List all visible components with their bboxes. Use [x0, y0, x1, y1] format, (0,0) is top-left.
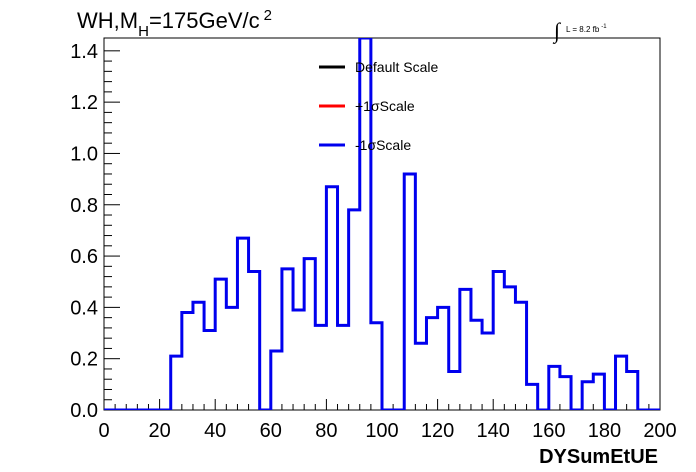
chart-title: WH,MH=175GeV/c 2	[77, 7, 272, 40]
y-axis: 0.0 0.2 0.4 0.6 0.8 1.0 1.2 1.4	[70, 41, 120, 422]
y-tick-label: 1.4	[70, 41, 98, 63]
x-axis-label: DYSumEtUE	[539, 446, 658, 468]
y-tick-label: 0.4	[70, 297, 98, 319]
y-tick-label: 0.0	[70, 400, 98, 422]
y-tick-label: 1.2	[70, 92, 98, 114]
y-tick-label: 1.0	[70, 143, 98, 165]
title-superscript: 2	[264, 7, 272, 24]
svg-text:L = 8.2 fb-1: L = 8.2 fb -1	[566, 24, 607, 34]
lumi-superscript: -1	[601, 24, 607, 30]
x-tick-label: 140	[477, 420, 510, 442]
title-subscript: H	[138, 23, 149, 40]
series-layer	[104, 38, 660, 410]
x-axis: 0 20 40 60 80 100 120 140 160 180 200	[98, 399, 677, 442]
y-tick-label: 0.8	[70, 195, 98, 217]
x-tick-label: 200	[643, 420, 676, 442]
x-tick-label: 160	[532, 420, 565, 442]
integral-symbol: ∫	[552, 18, 562, 44]
x-tick-label: 180	[588, 420, 621, 442]
title-main: WH,M	[77, 8, 138, 33]
luminosity-label: ∫ L = 8.2 fb -1	[552, 18, 607, 44]
x-tick-label: 0	[98, 420, 109, 442]
x-tick-label: 40	[204, 420, 226, 442]
y-tick-label: 0.2	[70, 349, 98, 371]
title-rest: =175GeV/c	[149, 8, 260, 33]
y-tick-label: 0.6	[70, 246, 98, 268]
legend-label: Default Scale	[355, 59, 438, 75]
x-tick-label: 20	[148, 420, 170, 442]
svg-text:WH,MH=175GeV/c2: WH,MH=175GeV/c 2	[77, 7, 272, 40]
legend-label: -1σScale	[355, 137, 411, 153]
x-tick-label: 80	[315, 420, 337, 442]
x-tick-label: 60	[260, 420, 282, 442]
legend-label: +1σScale	[355, 98, 415, 114]
legend: Default Scale +1σScale -1σScale	[319, 59, 438, 153]
histogram-series-line	[104, 38, 660, 410]
lumi-text: L = 8.2 fb	[566, 25, 600, 34]
x-tick-label: 120	[421, 420, 454, 442]
x-tick-label: 100	[365, 420, 398, 442]
